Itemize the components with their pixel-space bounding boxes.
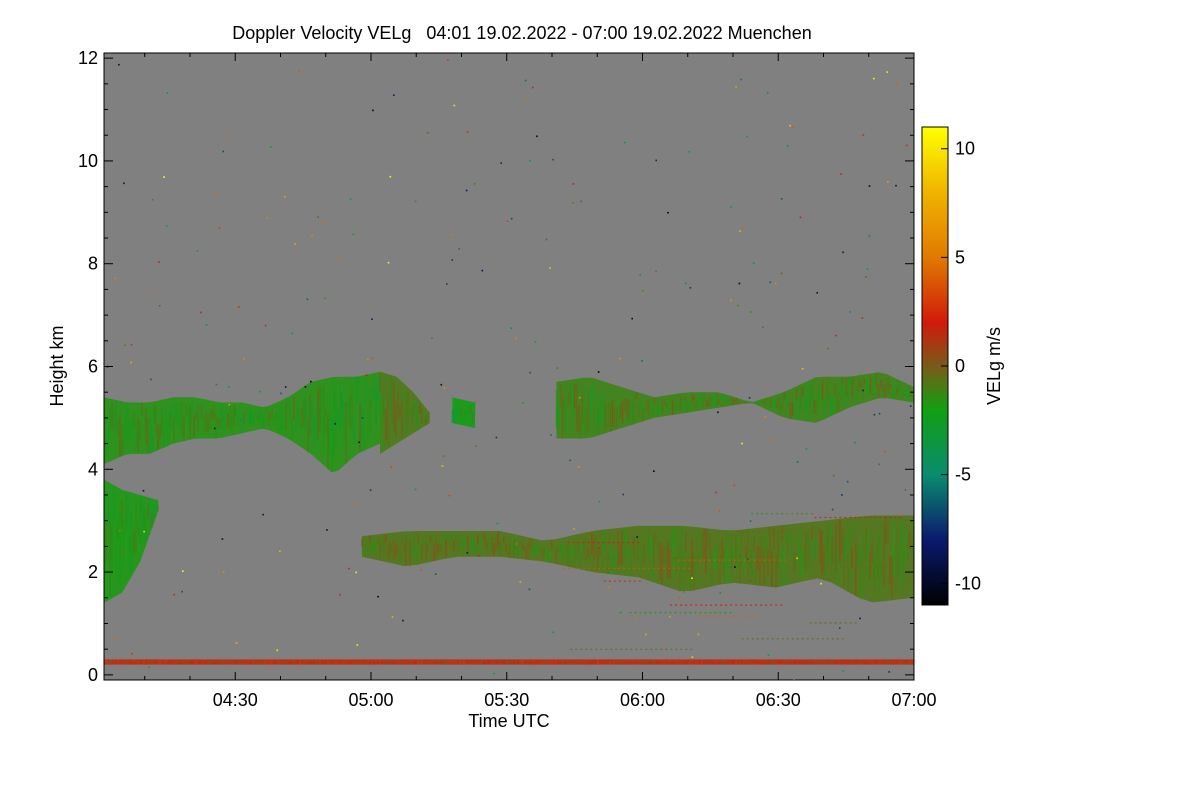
lower-cloud-layer-region — [104, 479, 159, 603]
chart-title: Doppler Velocity VELg 04:01 19.02.2022 -… — [232, 23, 811, 43]
colorbar-tick-label: 10 — [955, 139, 975, 159]
noise-speckles — [106, 59, 914, 680]
colorbar-ticks: -10 -5 0 5 10 — [941, 139, 981, 593]
x-tick-label: 07:00 — [891, 690, 936, 710]
ground-clutter-line — [104, 659, 914, 665]
colorbar: -10 -5 0 5 10 — [921, 126, 981, 606]
lower-cloud-layer-segment-1 — [104, 479, 159, 603]
plot-area — [104, 53, 914, 680]
upper-cloud-layer-segment-4 — [555, 372, 914, 439]
upper-cloud-layer — [104, 371, 914, 473]
y-axis-label: Height km — [47, 325, 67, 406]
y-tick-label: 0 — [88, 665, 98, 685]
ground-clutter-line-segment-1 — [104, 659, 914, 665]
colorbar-label: VELg m/s — [984, 327, 1004, 405]
colorbar-tick-label: 5 — [955, 247, 965, 267]
y-tick-label: 4 — [88, 459, 98, 479]
y-tick-label: 12 — [78, 48, 98, 68]
y-tick-label: 8 — [88, 254, 98, 274]
plot-background — [104, 53, 914, 680]
upper-cloud-layer-region — [556, 372, 914, 439]
upper-cloud-layer-segment-1 — [104, 371, 381, 473]
x-tick-label: 04:30 — [213, 690, 258, 710]
x-tick-label: 06:30 — [756, 690, 801, 710]
x-tick-label: 05:30 — [484, 690, 529, 710]
x-axis: 04:30 05:00 05:30 06:00 06:30 07:00 — [144, 53, 937, 710]
lower-cloud-layer — [104, 479, 914, 603]
upper-cloud-layer-segment-2 — [379, 371, 430, 454]
y-tick-label: 2 — [88, 562, 98, 582]
colorbar-tick-label: -10 — [955, 573, 981, 593]
y-tick-label: 6 — [88, 357, 98, 377]
upper-cloud-layer-segment-3 — [451, 397, 476, 429]
x-tick-label: 05:00 — [348, 690, 393, 710]
colorbar-tick-label: -5 — [955, 465, 971, 485]
colorbar-tick-label: 0 — [955, 356, 965, 376]
y-axis: 0 2 4 6 8 10 12 — [78, 48, 914, 685]
x-axis-label: Time UTC — [468, 711, 549, 731]
echo-layers — [104, 371, 914, 665]
y-tick-label: 10 — [78, 151, 98, 171]
x-tick-label: 06:00 — [620, 690, 665, 710]
lower-cloud-layer-segment-2 — [361, 515, 914, 603]
